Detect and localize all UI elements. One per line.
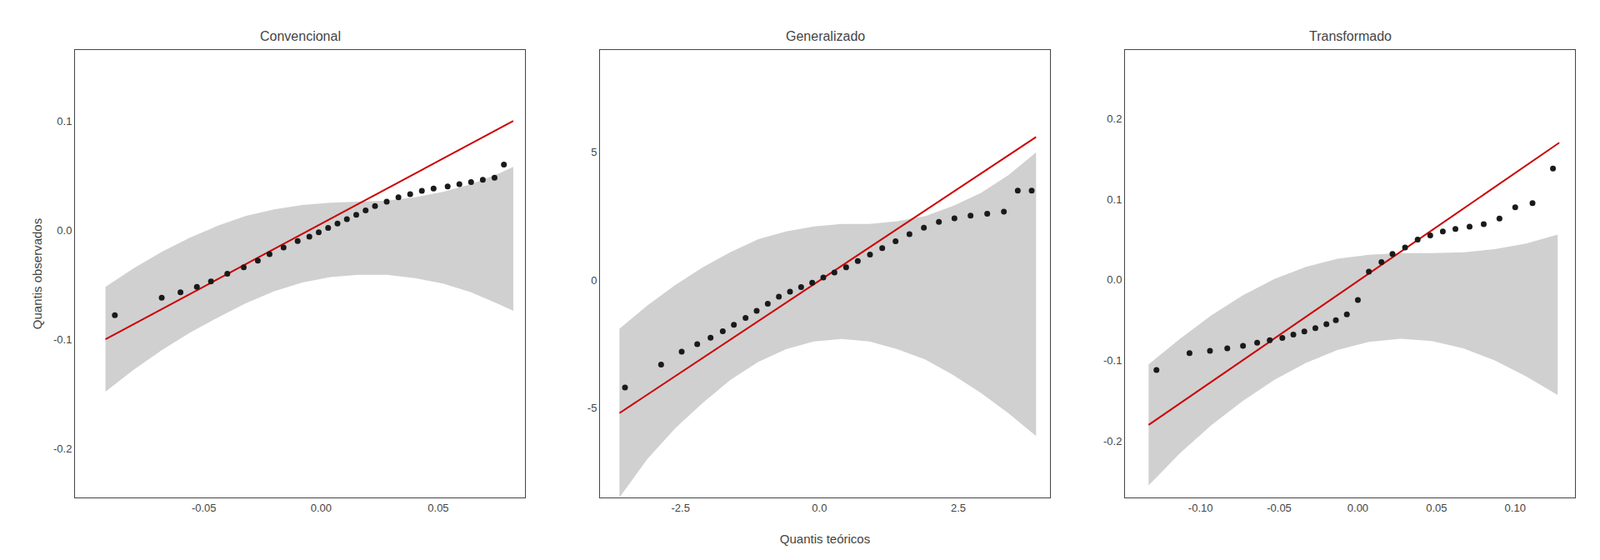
svg-text:0: 0 — [590, 274, 597, 287]
svg-text:0.1: 0.1 — [1106, 193, 1122, 206]
svg-text:Quantis teóricos: Quantis teóricos — [780, 531, 870, 546]
svg-text:-5: -5 — [587, 401, 598, 415]
svg-text:0.10: 0.10 — [1505, 501, 1526, 515]
svg-text:-0.1: -0.1 — [1103, 354, 1122, 367]
svg-text:0.0: 0.0 — [811, 501, 827, 515]
svg-text:-0.1: -0.1 — [53, 333, 72, 346]
svg-text:-0.05: -0.05 — [1266, 501, 1292, 515]
svg-text:0.05: 0.05 — [427, 501, 449, 515]
svg-text:-0.05: -0.05 — [191, 501, 217, 515]
svg-text:0.0: 0.0 — [1106, 273, 1122, 286]
svg-text:-0.2: -0.2 — [53, 442, 72, 455]
svg-text:Transformado: Transformado — [1309, 29, 1392, 44]
svg-text:0.00: 0.00 — [1347, 501, 1369, 515]
svg-text:-0.10: -0.10 — [1188, 501, 1214, 515]
svg-text:Convencional: Convencional — [260, 29, 341, 44]
svg-text:0.2: 0.2 — [1106, 112, 1122, 125]
svg-text:0.0: 0.0 — [56, 224, 72, 237]
svg-text:Generalizado: Generalizado — [785, 29, 865, 44]
svg-text:0.05: 0.05 — [1425, 501, 1447, 515]
svg-text:5: 5 — [590, 145, 597, 159]
svg-text:-0.2: -0.2 — [1103, 435, 1122, 448]
svg-text:0.00: 0.00 — [310, 501, 332, 515]
svg-text:Quantis observados: Quantis observados — [30, 218, 45, 330]
svg-text:-2.5: -2.5 — [670, 501, 690, 515]
svg-text:2.5: 2.5 — [950, 501, 966, 515]
svg-text:0.1: 0.1 — [56, 115, 72, 128]
